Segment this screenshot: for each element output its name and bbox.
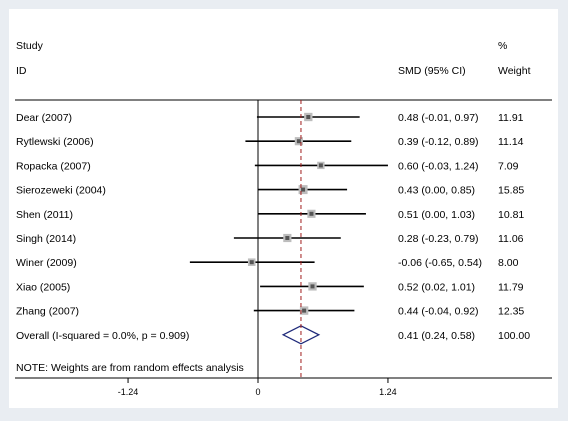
smd-ci-value: 0.43 (0.00, 0.85) xyxy=(398,185,475,197)
smd-ci-value: 0.28 (-0.23, 0.79) xyxy=(398,233,479,245)
weight-value: 15.85 xyxy=(498,185,524,197)
point-estimate-marker xyxy=(285,236,290,240)
point-estimate-marker xyxy=(310,284,315,289)
weight-value: 10.81 xyxy=(498,209,524,221)
study-row: Zhang (2007) 0.44 (-0.04, 0.92) 12.35 xyxy=(16,306,524,318)
study-row: Shen (2011) 0.51 (0.00, 1.03) 10.81 xyxy=(16,209,524,221)
forest-plot: Study ID SMD (95% CI) % Weight Dear (200… xyxy=(15,40,552,397)
point-estimate-marker xyxy=(302,308,307,313)
study-label: Winer (2009) xyxy=(16,257,77,269)
study-rows: Dear (2007) 0.48 (-0.01, 0.97) 11.91 Rytlew… xyxy=(16,112,530,345)
weight-value: 11.06 xyxy=(498,233,524,245)
study-label: Shen (2011) xyxy=(16,209,73,221)
study-label: Rytlewski (2006) xyxy=(16,136,94,148)
point-estimate-marker xyxy=(249,260,254,265)
point-estimate-marker xyxy=(301,187,306,192)
smd-ci-value: 0.52 (0.02, 1.01) xyxy=(398,281,475,293)
weight-value: 11.91 xyxy=(498,112,524,124)
weight-value: 11.79 xyxy=(498,281,524,293)
column-headers: Study ID SMD (95% CI) % Weight xyxy=(16,40,531,77)
smd-ci-value: 0.51 (0.00, 1.03) xyxy=(398,209,475,221)
overall-label: Overall (I-squared = 0.0%, p = 0.909) xyxy=(16,330,189,342)
plot-panel: Study ID SMD (95% CI) % Weight Dear (200… xyxy=(9,9,558,408)
study-label: Xiao (2005) xyxy=(16,281,70,293)
study-label: Ropacka (2007) xyxy=(16,160,91,172)
weight-value: 12.35 xyxy=(498,306,524,318)
point-estimate-marker xyxy=(296,139,301,144)
x-axis: -1.24 0 1.24 xyxy=(15,100,552,397)
study-row: Dear (2007) 0.48 (-0.01, 0.97) 11.91 xyxy=(16,112,524,124)
smd-ci-value: -0.06 (-0.65, 0.54) xyxy=(398,257,482,269)
smd-ci-value: 0.39 (-0.12, 0.89) xyxy=(398,136,479,148)
study-label: Sierozeweki (2004) xyxy=(16,185,106,197)
study-row: Rytlewski (2006) 0.39 (-0.12, 0.89) 11.14 xyxy=(16,136,524,148)
x-tick-label: 0 xyxy=(255,387,260,397)
header-percent: % xyxy=(498,40,507,52)
weights-note: NOTE: Weights are from random effects an… xyxy=(16,362,244,374)
overall-ci-value: 0.41 (0.24, 0.58) xyxy=(398,330,475,342)
x-tick-label: 1.24 xyxy=(379,387,397,397)
weight-value: 8.00 xyxy=(498,257,519,269)
point-estimate-marker xyxy=(309,211,314,216)
overall-weight-value: 100.00 xyxy=(498,330,530,342)
smd-ci-value: 0.48 (-0.01, 0.97) xyxy=(398,112,479,124)
header-study: Study xyxy=(16,40,44,52)
study-label: Dear (2007) xyxy=(16,112,72,124)
study-row: Xiao (2005) 0.52 (0.02, 1.01) 11.79 xyxy=(16,281,524,293)
weight-value: 11.14 xyxy=(498,136,524,148)
study-row: Ropacka (2007) 0.60 (-0.03, 1.24) 7.09 xyxy=(16,160,519,172)
header-effect: SMD (95% CI) xyxy=(398,65,466,77)
study-row: Sierozeweki (2004) 0.43 (0.00, 0.85) 15.85 xyxy=(16,185,524,197)
point-estimate-marker xyxy=(318,163,323,168)
smd-ci-value: 0.44 (-0.04, 0.92) xyxy=(398,306,479,318)
overall-diamond xyxy=(281,325,321,345)
study-label: Singh (2014) xyxy=(16,233,76,245)
x-tick-label: -1.24 xyxy=(118,387,139,397)
smd-ci-value: 0.60 (-0.03, 1.24) xyxy=(398,160,479,172)
header-weight: Weight xyxy=(498,65,531,77)
study-row: Singh (2014) 0.28 (-0.23, 0.79) 11.06 xyxy=(16,233,524,245)
weight-value: 7.09 xyxy=(498,160,519,172)
header-id: ID xyxy=(16,65,27,77)
study-label: Zhang (2007) xyxy=(16,306,79,318)
overall-row: Overall (I-squared = 0.0%, p = 0.909) 0.4… xyxy=(16,325,530,345)
study-row: Winer (2009) -0.06 (-0.65, 0.54) 8.00 xyxy=(16,257,519,269)
point-estimate-marker xyxy=(306,115,311,119)
